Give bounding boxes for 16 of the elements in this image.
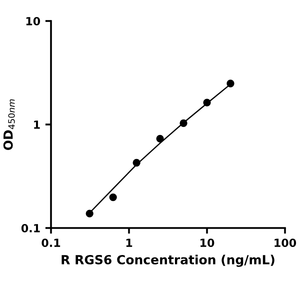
point xyxy=(156,134,164,142)
y-axis-title: OD$_{450nm}$ xyxy=(3,99,15,150)
x-tick-label: 100 xyxy=(274,238,296,248)
point xyxy=(86,210,94,218)
point xyxy=(180,119,188,127)
point xyxy=(226,80,234,88)
x-tick-label: 1 xyxy=(126,238,132,247)
x-tick-label: 10 xyxy=(200,238,214,248)
point xyxy=(203,98,211,106)
point xyxy=(132,158,140,167)
y-tick-label: 0.1 xyxy=(21,224,40,232)
x-tick-label: 0.1 xyxy=(42,238,60,248)
x-axis-title: R RGS6 Concentration (ng/mL) xyxy=(62,254,274,267)
y-tick-label: 10 xyxy=(26,16,40,26)
point xyxy=(109,193,117,202)
y-tick-label: 1 xyxy=(34,120,40,129)
